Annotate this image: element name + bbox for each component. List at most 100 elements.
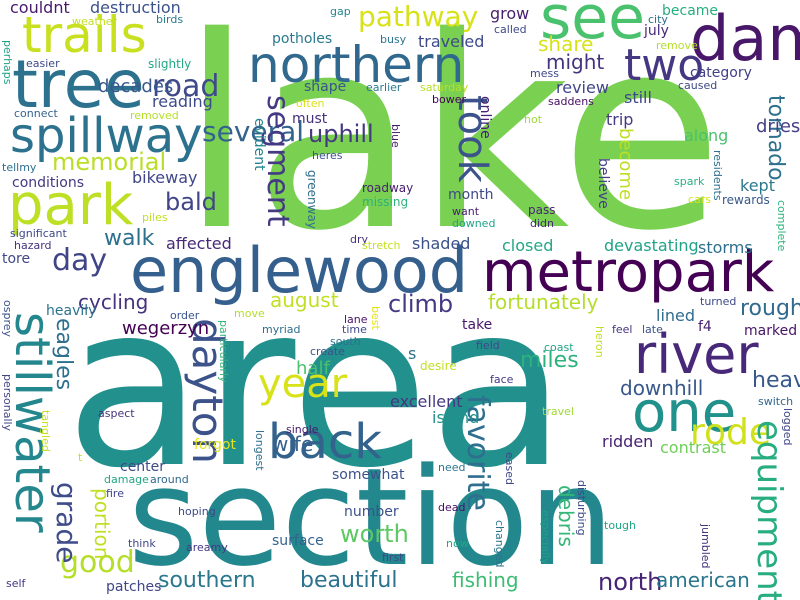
word-rewards: rewards: [722, 193, 770, 207]
word-decades: decades: [98, 76, 174, 97]
word-reading: reading: [152, 92, 213, 111]
word-t: t: [78, 451, 83, 464]
word-walk: walk: [104, 226, 155, 251]
word-remove: remove: [656, 39, 698, 52]
word-park: park: [8, 173, 134, 238]
word-day: day: [52, 243, 108, 278]
word-became: became: [662, 3, 719, 19]
word-lined: lined: [656, 306, 696, 325]
word-one: one: [632, 380, 737, 445]
word-roadway: roadway: [362, 181, 414, 195]
word-become: become: [615, 128, 636, 201]
word-think: think: [128, 537, 156, 550]
word-logged: logged: [781, 408, 794, 446]
word-devastating: devastating: [604, 236, 699, 255]
word-hoping: hoping: [178, 505, 216, 518]
word-tellmy: tellmy: [2, 161, 37, 174]
word-storms: storms: [698, 238, 753, 257]
word-first: first: [382, 551, 404, 564]
word-caused: caused: [678, 79, 718, 92]
word-busy: busy: [380, 33, 407, 46]
word-field: field: [476, 339, 500, 352]
word-hot: hot: [524, 113, 543, 126]
word-f4: f4: [698, 319, 712, 335]
word-switch: switch: [758, 395, 794, 408]
word-fishing: fishing: [452, 568, 519, 592]
word-pathway: pathway: [358, 0, 479, 33]
word-still: still: [624, 88, 652, 107]
word-lake: lake: [180, 0, 724, 289]
word-feel: feel: [612, 323, 633, 336]
word-beautiful: beautiful: [300, 568, 398, 593]
word-englewood: englewood: [130, 234, 469, 307]
word-self: self: [6, 577, 26, 590]
word-must: must: [292, 111, 328, 127]
word-damage: damage: [104, 473, 149, 486]
word-myriad: myriad: [262, 323, 301, 336]
word-center: center: [120, 459, 166, 475]
word-around: around: [150, 473, 189, 486]
word-downed: downed: [452, 217, 496, 230]
word-northern: northern: [248, 36, 465, 94]
word-dayton: dayton: [183, 318, 232, 465]
word-bower: bower: [432, 93, 466, 106]
word-saturday: saturday: [420, 81, 469, 94]
word-stretch: stretch: [362, 239, 401, 252]
word-tangled: tangled: [39, 410, 52, 452]
word-pass: pass: [528, 203, 556, 217]
word-earlier: earlier: [366, 81, 402, 94]
word-time: time: [342, 323, 367, 336]
word-closed: closed: [502, 236, 554, 255]
word-equipment: equipment: [749, 420, 789, 600]
word-review: review: [556, 78, 609, 97]
word-create: create: [310, 345, 345, 358]
word-potholes: potholes: [272, 31, 333, 47]
word-areamy: areamy: [186, 541, 228, 554]
word-want: want: [452, 205, 480, 218]
word-somewhat: somewhat: [332, 467, 405, 483]
word-wife: wife: [272, 432, 314, 456]
word-dam: dam: [690, 2, 800, 75]
word-heavy: heavy: [752, 368, 800, 393]
word-year: year: [258, 361, 348, 407]
word-traveled: traveled: [418, 32, 485, 51]
word-see: see: [540, 0, 646, 53]
word-kept: kept: [740, 176, 775, 195]
word-downhill: downhill: [620, 376, 704, 400]
word-online: online: [477, 96, 493, 139]
word-dead: dead: [438, 501, 466, 514]
word-residents: residents: [711, 150, 724, 201]
word-particularly: particularly: [217, 320, 230, 383]
word-osprey: osprey: [1, 300, 14, 338]
word-worth: worth: [340, 520, 409, 548]
word-eased: eased: [503, 452, 516, 485]
word-month: month: [448, 187, 494, 203]
word-eagles: eagles: [51, 318, 76, 391]
word-back: back: [268, 414, 383, 470]
word-aspect: aspect: [98, 407, 135, 420]
word-shape: shape: [304, 79, 347, 95]
word-half: half: [296, 358, 330, 379]
word-called: called: [494, 23, 527, 36]
word-two: two: [624, 40, 705, 91]
word-personally: personally: [1, 374, 14, 432]
word-take: take: [462, 317, 493, 333]
word-took: took: [449, 95, 495, 183]
word-section: section: [128, 439, 615, 596]
word-ridden: ridden: [602, 432, 654, 451]
word-rode: rode: [690, 412, 772, 453]
word-category: category: [690, 65, 752, 81]
word-slightly: slightly: [148, 57, 192, 71]
word-miles: miles: [520, 348, 579, 373]
word-order: order: [170, 309, 200, 322]
word-grade: grade: [50, 482, 83, 564]
word-tree: tree: [12, 46, 145, 123]
word-move: move: [234, 307, 265, 320]
word-july: july: [644, 23, 669, 39]
word-area: area: [65, 256, 567, 518]
word-connect: connect: [14, 107, 58, 120]
word-debris: debris: [554, 485, 578, 547]
word-evident: evident: [251, 118, 267, 171]
word-stillwater: stillwater: [4, 312, 60, 533]
word-turned: turned: [700, 295, 737, 308]
